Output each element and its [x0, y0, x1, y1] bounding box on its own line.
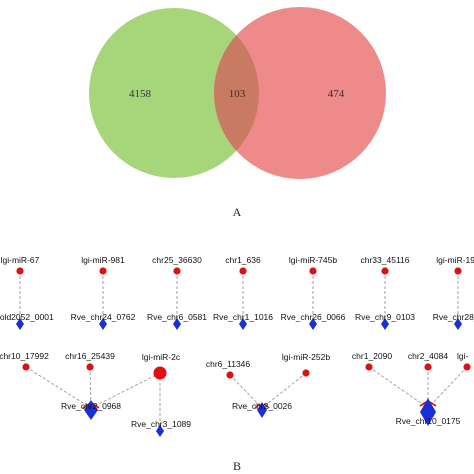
venn-diagram: 4158 103 474 — [89, 7, 386, 179]
mirna-label: lgi-miR-745b — [289, 255, 337, 265]
pair-4: chr1_636 Rve_chr1_1016 — [213, 255, 273, 330]
pair-6: chr33_45116 Rve_chr9_0103 — [355, 255, 415, 330]
hub-target-node — [420, 398, 436, 426]
mirna-node — [454, 267, 462, 275]
hub-target-node — [257, 402, 267, 418]
edge — [261, 372, 307, 409]
mirna-node — [381, 267, 389, 275]
venn-left-count: 4158 — [129, 88, 152, 100]
pair-5: lgi-miR-745b Rve_chr26_0066 — [281, 255, 346, 330]
venn-right-count: 474 — [328, 88, 345, 100]
hub-marker — [419, 401, 437, 407]
mirna-node — [99, 267, 107, 275]
edge — [90, 372, 161, 409]
mirna-node — [424, 363, 432, 371]
target-node — [381, 318, 389, 330]
network-diagram: lgi-miR-67 caffold2052_0001 lgi-miR-981 … — [0, 255, 474, 437]
target-label: caffold2052_0001 — [0, 312, 54, 322]
target-node — [99, 318, 107, 330]
target-label: Rve_chr28_0 — [433, 312, 474, 322]
mirna-label: chr10_17992 — [0, 351, 49, 361]
mirna-node — [309, 267, 317, 275]
venn-right-set — [214, 7, 386, 179]
mirna-label: lgi-miR-252b — [282, 352, 330, 362]
mirna-label: lgi-miR-67 — [1, 255, 40, 265]
target-node — [309, 318, 317, 330]
target-label: Rve_chr6_0581 — [147, 312, 207, 322]
edge — [427, 366, 468, 409]
target-label: Rve_chr26_0066 — [281, 312, 346, 322]
mirna-label: lgi-miR-199 — [436, 255, 474, 265]
target-node — [239, 318, 247, 330]
edge — [229, 374, 263, 409]
mirna-label: lgi-miR-981 — [81, 255, 125, 265]
target-node — [16, 318, 24, 330]
mirna-node — [173, 267, 181, 275]
mirna-node — [463, 363, 471, 371]
hub-label: Rve_chr2_0968 — [61, 401, 121, 411]
mirna-node — [302, 369, 310, 377]
panel-label-a: A — [233, 205, 242, 219]
target-label: Rve_chr9_0103 — [355, 312, 415, 322]
mirna-label: chr25_36630 — [152, 255, 202, 265]
target-label: Rve_chr1_1016 — [213, 312, 273, 322]
mirna-label: lgi- — [457, 351, 469, 361]
target-label: Rve_chr24_0762 — [71, 312, 136, 322]
mirna-label: chr33_45116 — [361, 255, 410, 265]
panel-label-b: B — [233, 459, 241, 473]
cluster-2: chr6_11346 lgi-miR-252b Rve_chr2_0026 — [206, 352, 330, 418]
cluster-1: chr10_17992 chr16_25439 lgi-miR-2c Rve_c… — [0, 351, 191, 437]
target-label: Rve_chr3_1089 — [131, 419, 191, 429]
hub-label: Rve_chr10_0175 — [396, 416, 461, 426]
mirna-label: chr1_2090 — [352, 351, 392, 361]
mirna-node — [365, 363, 373, 371]
mirna-node — [226, 371, 234, 379]
mirna-label: lgi-miR-2c — [142, 352, 181, 362]
hub-marker — [254, 403, 270, 409]
mirna-label: chr16_25439 — [65, 351, 115, 361]
hub-target-node — [84, 400, 98, 420]
target-node — [173, 318, 181, 330]
pair-3: chr25_36630 Rve_chr6_0581 — [147, 255, 207, 330]
mirna-node — [22, 363, 30, 371]
edge — [25, 366, 92, 409]
mirna-node — [86, 363, 94, 371]
target-node — [454, 318, 462, 330]
target-node — [156, 425, 164, 437]
pair-1: lgi-miR-67 caffold2052_0001 — [0, 255, 54, 330]
hub-label: Rve_chr2_0026 — [232, 401, 292, 411]
edge — [368, 366, 429, 409]
venn-left-set — [89, 8, 259, 178]
edge — [89, 366, 92, 409]
pair-7: lgi-miR-199 Rve_chr28_0 — [433, 255, 474, 330]
mirna-label: chr2_4084 — [408, 351, 448, 361]
mirna-node — [239, 267, 247, 275]
mirna-label: chr6_11346 — [206, 359, 251, 369]
pair-2: lgi-miR-981 Rve_chr24_0762 — [71, 255, 136, 330]
cluster-3: chr1_2090 chr2_4084 lgi- Rve_chr10_0175 — [352, 351, 471, 426]
mirna-label: chr1_636 — [225, 255, 261, 265]
mirna-node-large — [153, 366, 167, 380]
mirna-node — [16, 267, 24, 275]
venn-overlap-count: 103 — [229, 88, 246, 100]
